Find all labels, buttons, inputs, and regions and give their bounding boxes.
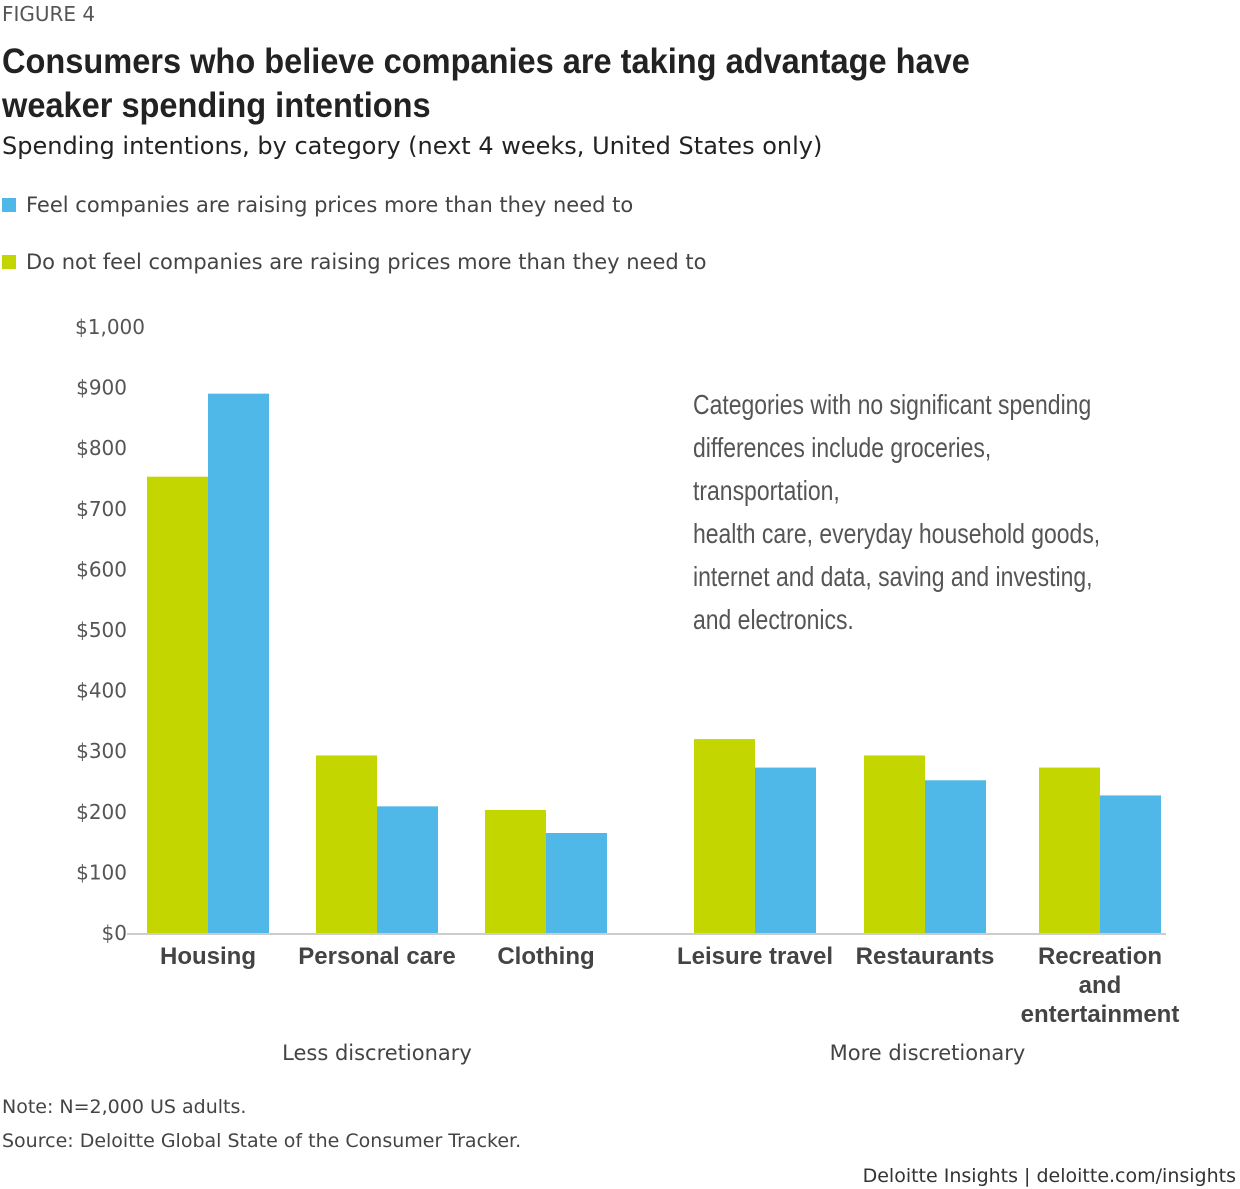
y-tick-label: $1,000 — [75, 315, 145, 339]
bar-feel-clothing — [546, 833, 607, 933]
x-category-label: entertainment — [1021, 1001, 1180, 1028]
chart-title: Consumers who believe companies are taki… — [2, 42, 970, 125]
bar-do-not-feel-restaurants — [864, 755, 925, 933]
bar-do-not-feel-housing — [147, 476, 208, 933]
y-tick-label: $800 — [76, 436, 127, 460]
bar-do-not-feel-clothing — [485, 809, 546, 933]
note: Note: N=2,000 US adults. — [2, 1096, 247, 1118]
bar-feel-housing — [208, 393, 269, 933]
legend-label: Feel companies are raising prices more t… — [26, 193, 634, 217]
bar-feel-personal-care — [377, 806, 438, 933]
x-category-label: Personal care — [298, 943, 455, 970]
y-tick-label: $900 — [76, 376, 127, 400]
bar-feel-leisure-travel — [755, 767, 816, 933]
y-tick-label: $100 — [76, 860, 127, 884]
source: Source: Deloitte Global State of the Con… — [2, 1130, 522, 1152]
y-tick-label: $300 — [76, 739, 127, 763]
figure-label: FIGURE 4 — [2, 2, 96, 26]
y-tick-label: $0 — [102, 921, 127, 945]
x-category-label: Recreation — [1038, 943, 1162, 970]
chart-subtitle: Spending intentions, by category (next 4… — [2, 132, 823, 160]
x-category-label: Leisure travel — [677, 943, 833, 970]
legend-label: Do not feel companies are raising prices… — [26, 250, 707, 274]
x-category-label: and — [1079, 972, 1122, 999]
y-tick-label: $700 — [76, 497, 127, 521]
group-label: Less discretionary — [282, 1041, 472, 1065]
y-tick-label: $500 — [76, 618, 127, 642]
bar-do-not-feel-recreation-and-entertainment — [1039, 767, 1100, 933]
bar-feel-restaurants — [925, 780, 986, 933]
y-tick-label: $200 — [76, 800, 127, 824]
legend-swatch-blue — [2, 198, 16, 212]
y-tick-label: $400 — [76, 679, 127, 703]
x-category-label: Housing — [160, 943, 256, 970]
legend-item-do-not-feel: Do not feel companies are raising prices… — [2, 250, 706, 274]
footer: Deloitte Insights | deloitte.com/insight… — [862, 1165, 1236, 1187]
group-label: More discretionary — [830, 1041, 1026, 1065]
x-category-label: Clothing — [497, 943, 594, 970]
legend-item-feel: Feel companies are raising prices more t… — [2, 193, 633, 217]
y-tick-label: $600 — [76, 557, 127, 581]
x-category-label: Restaurants — [856, 943, 995, 970]
bar-do-not-feel-personal-care — [316, 755, 377, 933]
bar-do-not-feel-leisure-travel — [694, 739, 755, 933]
bar-feel-recreation-and-entertainment — [1100, 795, 1161, 933]
chart-annotation: Categories with no significant spending … — [693, 389, 1101, 635]
legend-swatch-green — [2, 255, 16, 269]
